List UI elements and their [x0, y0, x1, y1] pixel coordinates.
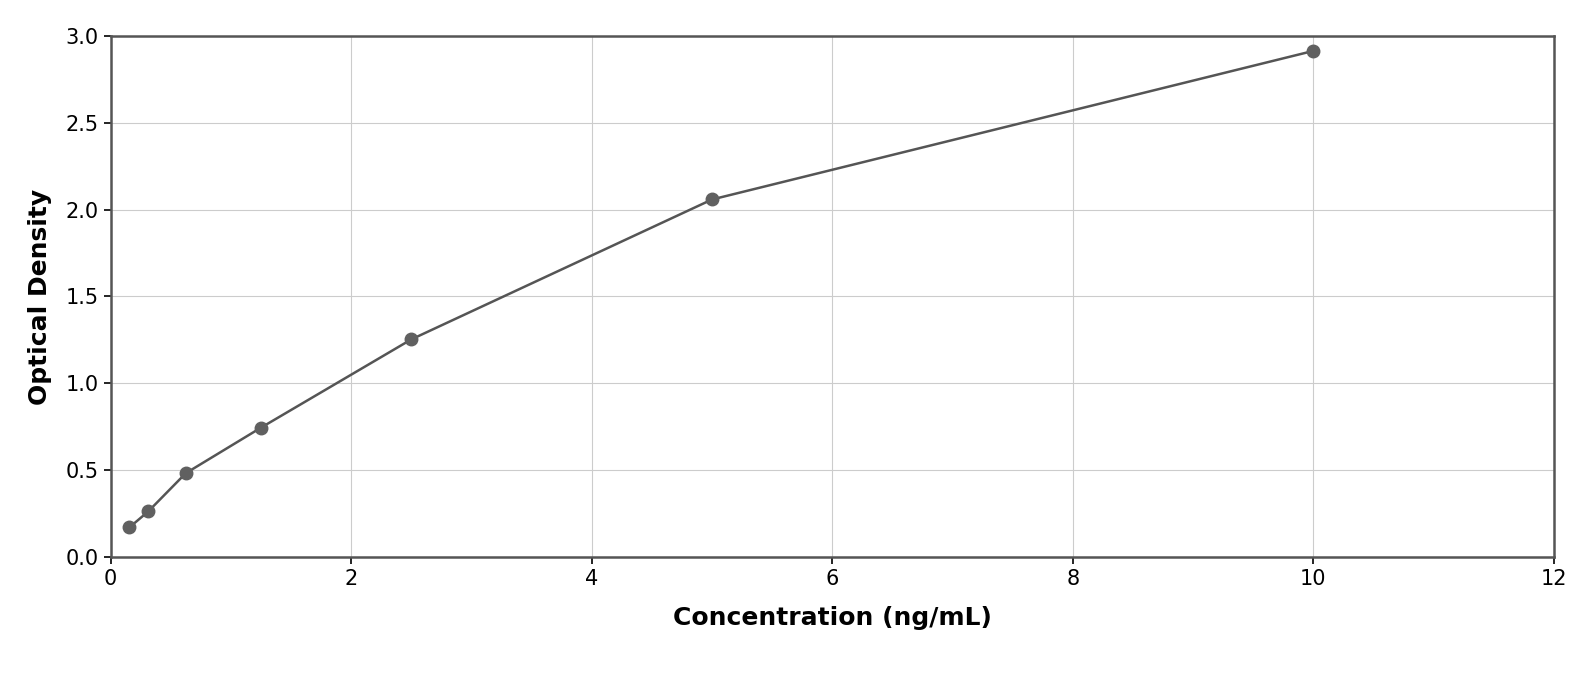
Point: [136, 506, 161, 517]
Point: [399, 334, 424, 345]
Point: [1300, 46, 1325, 57]
Point: [249, 422, 274, 433]
X-axis label: Concentration (ng/mL): Concentration (ng/mL): [673, 606, 992, 630]
Y-axis label: Optical Density: Optical Density: [27, 188, 51, 405]
Point: [699, 194, 724, 205]
Point: [172, 468, 198, 479]
Point: [116, 522, 142, 533]
